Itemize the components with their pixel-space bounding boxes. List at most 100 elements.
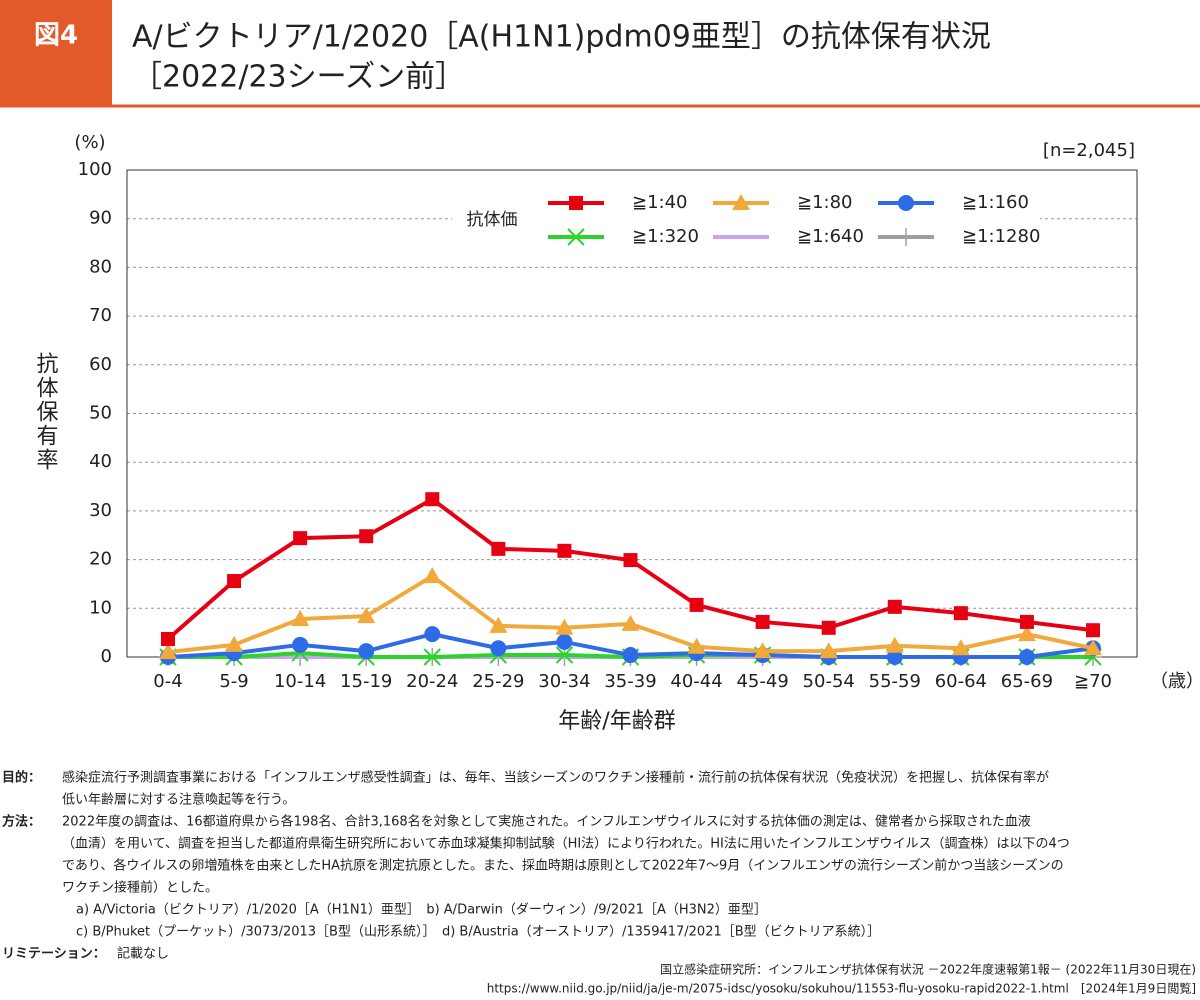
note-label: 目的： [2,770,41,786]
point [227,574,242,589]
x-tick-label: 45-49 [736,671,788,692]
point [291,610,310,627]
legend-marker [569,196,583,210]
note-text: a) A/Victoria（ビクトリア）/1/2020［A（H1N1）亜型］ b… [76,903,767,918]
legend-title: 抗体価 [467,210,518,230]
legend-label: ≧1:640 [797,226,864,247]
y-tick-label: 80 [89,256,112,277]
y-tick-label: 50 [89,403,112,424]
note-label: リミテーション： [2,947,106,962]
y-tick-label: 10 [89,597,112,618]
y-tick-label: 30 [89,500,112,521]
point [953,606,968,621]
x-tick-label: 50-54 [803,671,855,692]
note-text: であり、各ウイルスの卵増殖株を由来としたHA抗原を測定抗原とした。また、採血時期… [62,858,1064,874]
legend-label: ≧1:160 [962,192,1029,213]
note-text: c) B/Phuket（プーケット）/3073/2013［B型（山形系統）］ d… [76,925,880,940]
point [424,626,441,643]
note-text: 感染症流行予測調査事業における「インフルエンザ感受性調査」は、毎年、当該シーズン… [62,770,1049,786]
legend-box [452,186,1040,254]
x-tick-label: 60-64 [935,671,987,692]
y-tick-label: 70 [89,305,112,326]
y-tick-label: 0 [101,646,112,667]
point [425,492,440,507]
point [489,616,508,633]
point [159,643,177,660]
point [1017,625,1036,642]
source: https://www.niid.go.jp/niid/ja/je-m/2075… [487,982,1196,996]
x-tick-label: 25-29 [472,671,524,692]
point [359,529,374,544]
point [885,636,904,653]
note-text: ワクチン接種前）とした。 [62,880,218,896]
note-text: 2022年度の調査は、16都道府県から各198名、合計3,168名を対象として実… [62,814,1031,830]
x-tick-label: 20-24 [406,671,458,692]
chart-title: ［2022/23シーズン前］ [132,60,465,95]
point [423,567,442,584]
point [292,636,309,653]
figure-label: 図4 [34,21,78,51]
x-unit: （歳） [1150,671,1200,692]
y-tick-label: 20 [89,549,112,570]
legend-marker [567,228,585,246]
point [951,639,970,656]
point [622,647,639,664]
point [821,620,836,635]
point [687,637,706,654]
point [887,599,902,614]
point [1018,649,1035,665]
legend-marker [897,228,915,246]
point [555,618,574,635]
legend-marker [898,195,914,211]
legend-label: ≧1:1280 [962,226,1040,247]
point [689,597,704,612]
y-tick-label: 60 [89,354,112,375]
y-tick-label: 40 [89,451,112,472]
point [623,553,638,568]
note-label: 方法： [2,814,41,830]
point [423,648,441,666]
point [753,642,772,659]
point [161,631,175,646]
point [293,531,308,546]
point [491,541,506,556]
point [555,646,574,664]
y-unit: (%) [74,132,105,153]
point [819,642,838,659]
x-tick-label: 0-4 [153,671,182,692]
x-tick-label: 40-44 [670,671,722,692]
sample-size: [n=2,045] [1043,140,1135,161]
label-box [0,0,112,106]
note-text: 記載なし [117,946,169,962]
chart-title: A/ビクトリア/1/2020［A(H1N1)pdm09亜型］の抗体保有状況 [132,20,991,55]
y-tick-label: 90 [89,208,112,229]
x-tick-label: 65-69 [1001,671,1053,692]
x-tick-label: 35-39 [604,671,656,692]
legend-label: ≧1:80 [797,192,853,213]
point [621,614,640,631]
point [358,643,375,660]
x-axis-label: 年齢/年齢群 [558,709,675,734]
point [490,640,507,657]
point [1086,623,1100,638]
x-tick-label: ≧70 [1074,671,1112,692]
point [357,607,376,624]
point [1084,639,1102,656]
x-tick-label: 55-59 [869,671,921,692]
point [557,543,572,558]
y-tick-label: 100 [78,159,112,180]
legend-label: ≧1:320 [632,226,699,247]
y-axis-label: 抗体保有率 [33,352,59,472]
x-tick-label: 5-9 [219,671,248,692]
point [886,649,903,665]
point [225,635,244,652]
point [755,614,770,629]
x-tick-label: 30-34 [538,671,590,692]
point [1019,614,1034,629]
note-text: 低い年齢層に対する注意喚起等を行う。 [62,792,295,808]
point [556,633,573,650]
source: 国立感染症研究所：インフルエンザ抗体保有状況 －2022年度速報第1報－ (20… [660,962,1196,977]
x-tick-label: 15-19 [340,671,392,692]
